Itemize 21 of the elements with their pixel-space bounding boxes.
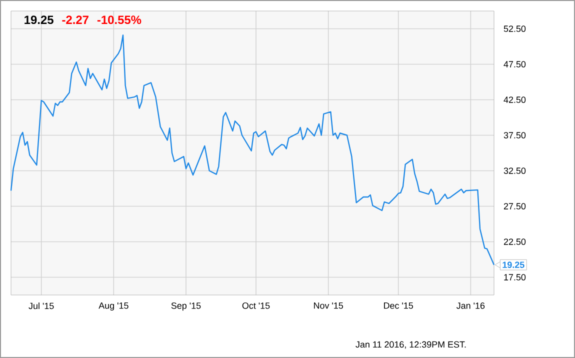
annotation: 19.25: [24, 16, 54, 24]
y-tick-label: 52.50: [504, 26, 526, 32]
x-tick-label: Jan '16: [456, 302, 485, 309]
x-tick-label: Nov '15: [314, 302, 344, 309]
x-tick-label: Oct '15: [242, 302, 270, 309]
y-tick-label: 32.50: [504, 168, 526, 174]
y-tick-label: 42.50: [504, 96, 526, 103]
y-tick-label: 47.50: [504, 61, 526, 68]
annotation: -10.55%: [97, 16, 142, 24]
annotation: -2.27: [62, 16, 88, 24]
y-tick-label: 37.50: [504, 132, 526, 138]
y-tick-label: 22.50: [504, 238, 526, 245]
x-tick-label: Aug '15: [98, 302, 128, 311]
y-tick-label: 27.50: [504, 203, 526, 210]
text: 19.25: [502, 262, 524, 268]
x-tick-label: Jul '15: [28, 302, 54, 310]
x-tick-label: Sep '15: [171, 302, 201, 311]
text: Jan 11 2016, 12:39PM EST.: [356, 341, 466, 349]
y-tick-label: 17.50: [504, 274, 526, 280]
x-tick-label: Dec '15: [384, 302, 414, 309]
line-series: [10, 34, 495, 266]
